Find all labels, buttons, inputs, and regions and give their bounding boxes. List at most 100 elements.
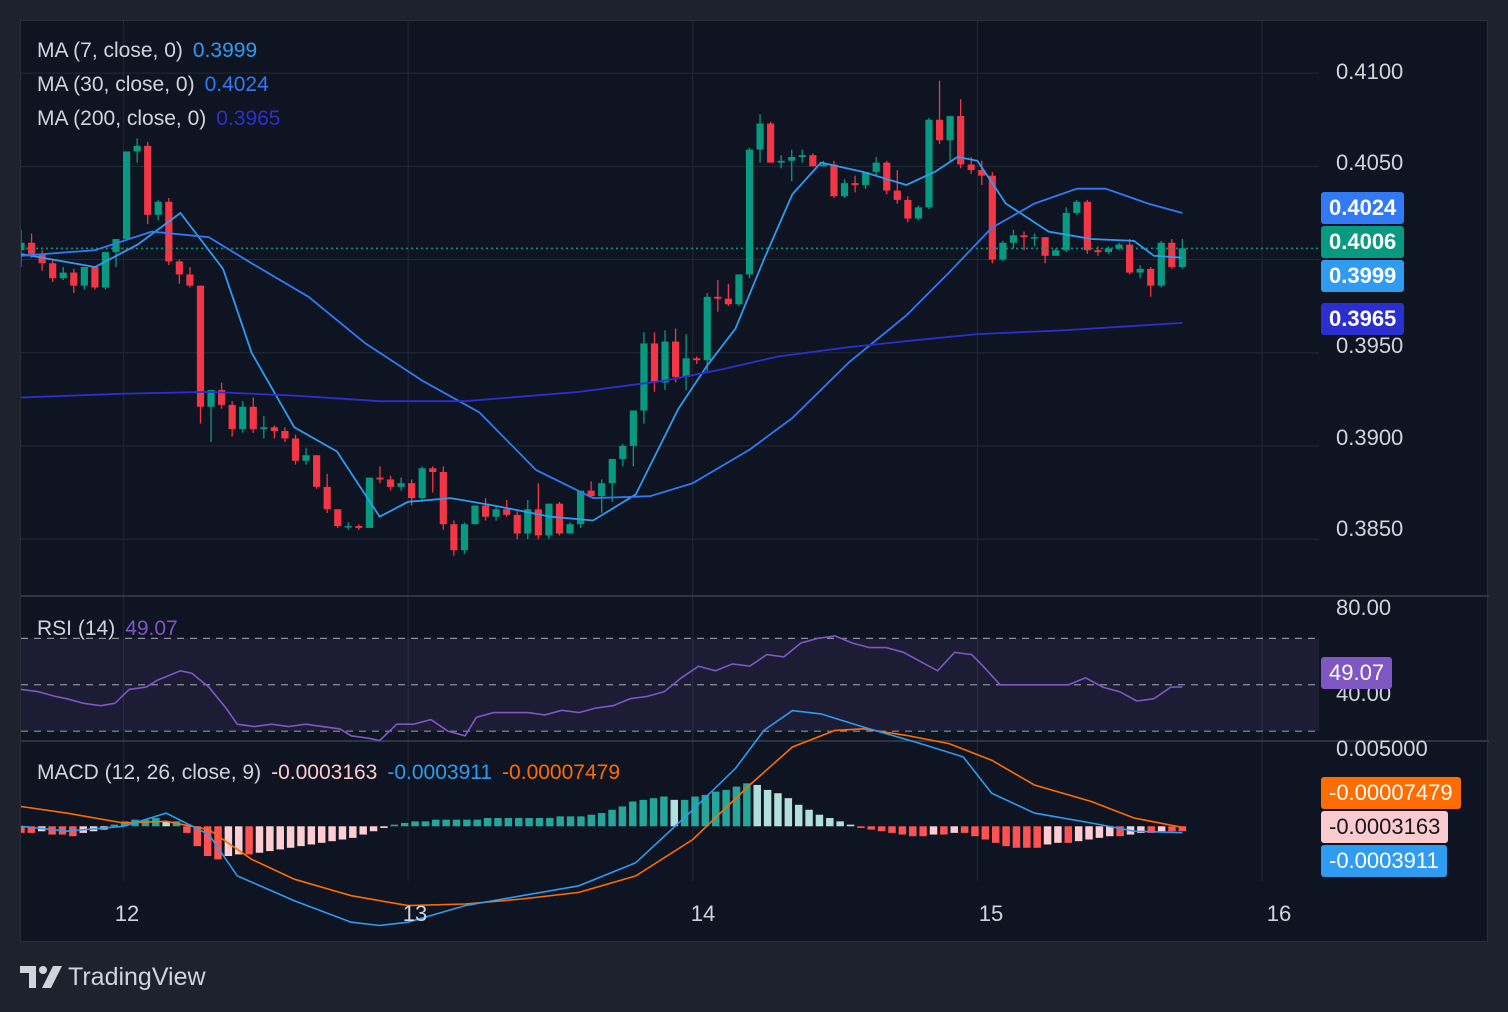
candle-body [661,341,669,383]
candle-body [249,406,257,430]
macd-histogram-bar [297,826,305,847]
macd-histogram-bar [307,826,316,845]
macd-histogram-bar [1023,826,1031,848]
macd-histogram-tag: -0.0003163 [1321,811,1449,843]
macd-histogram-bar [21,826,25,833]
candle-body [714,296,722,299]
macd-histogram-bar [328,826,336,842]
macd-histogram-bar [794,804,803,827]
macd-histogram-bar [224,826,233,857]
macd-histogram-bar [743,783,751,827]
candle-body [830,164,838,197]
price-axis-label: 0.3900 [1336,425,1404,450]
macd-line-tag: -0.0003911 [1321,845,1447,877]
ma30-line [21,187,1183,500]
candle-body [365,477,374,528]
candle-body [735,274,743,305]
macd-histogram-bar [774,793,782,827]
macd-histogram-bar [535,818,544,827]
candle-body [608,458,616,484]
candle-body [1062,212,1070,251]
candle-body [281,431,289,439]
macd-histogram-bar [380,826,388,828]
macd-histogram-bar [1106,826,1114,837]
candle-body [386,479,395,487]
price-axis-label: 0.3950 [1336,333,1404,358]
candle-body [840,183,849,197]
macd-histogram-bar [960,826,969,833]
time-axis-label: 15 [978,901,1004,926]
brand[interactable]: TradingView [20,962,206,992]
macd-histogram-bar [1137,826,1145,833]
macd-histogram-bar [546,818,554,827]
macd-histogram-bar [203,826,212,857]
candle-body [1157,242,1165,286]
macd-histogram-bar [629,801,637,827]
candle-body [418,468,426,499]
candle-body [1041,237,1049,256]
candle-body [313,455,321,487]
macd-histogram-bar [494,818,502,827]
candle-body [809,155,817,167]
ma7-legend[interactable]: MA (7, close, 0) 0.3999 [37,39,257,63]
rsi-band [21,638,1319,732]
brand-name: TradingView [68,962,206,991]
candle-body [334,509,342,527]
macd-histogram-bar [971,826,979,837]
price-axis-label: 0.4100 [1336,59,1404,84]
macd-signal-line [21,727,1183,907]
macd-histogram-bar [162,821,170,827]
candle-body [566,524,574,534]
candle-body [101,252,110,288]
candle-body [883,162,891,191]
macd-histogram-bar [649,798,658,827]
macd-histogram-bar [701,794,710,827]
macd-histogram-bar [276,826,284,850]
macd-histogram-bar [888,826,896,833]
chart-canvas[interactable] [21,21,1489,943]
candle-body [80,267,88,286]
macd-legend[interactable]: MACD (12, 26, close, 9) -0.0003163 -0.0003… [37,761,620,785]
ma30-price-tag: 0.4024 [1321,192,1405,224]
macd-histogram-bar [597,813,606,827]
tradingview-logo-icon [20,966,62,988]
candle-body [724,298,732,305]
candle-body [471,505,479,525]
candle-body [1115,244,1123,249]
macd-histogram-bar [732,786,741,827]
macd-histogram-bar [463,819,471,827]
candle-body [1104,248,1113,253]
ma200-legend[interactable]: MA (200, close, 0) 0.3965 [37,107,280,131]
ma30-legend[interactable]: MA (30, close, 0) 0.4024 [37,73,269,97]
ma200-legend-label: MA (200, close, 0) [37,107,207,130]
macd-histogram-bar [110,824,119,827]
macd-line-value: -0.0003911 [387,761,493,784]
candle-body [788,157,796,161]
macd-histogram-bar [618,806,627,827]
rsi-axis-label: 80.00 [1336,595,1392,620]
candle-body [524,509,532,534]
candle-body [492,509,500,517]
macd-histogram-bar [1116,826,1124,837]
chart-frame[interactable]: MA (7, close, 0) 0.3999 MA (30, close, 0)… [20,20,1489,943]
macd-histogram-bar [919,826,927,837]
candle-body [513,514,521,534]
candle-body [122,151,131,240]
candle-body [935,119,944,141]
macd-histogram-bar [556,816,564,827]
candle-body [144,145,152,215]
ma7-legend-value: 0.3999 [192,39,258,62]
macd-histogram-bar [846,824,855,827]
candle-body [988,175,996,260]
macd-histogram-bar [929,826,938,835]
macd-histogram-bar [473,819,481,827]
candle-body [1168,242,1176,267]
rsi-legend[interactable]: RSI (14) 49.07 [37,617,178,641]
candle-body [1052,250,1060,256]
macd-histogram-bar [514,818,523,827]
candle-body [587,490,595,497]
candle-body [133,145,141,152]
candle-body [650,343,659,383]
macd-histogram-bar [359,826,367,835]
macd-histogram-bar [1054,826,1062,843]
